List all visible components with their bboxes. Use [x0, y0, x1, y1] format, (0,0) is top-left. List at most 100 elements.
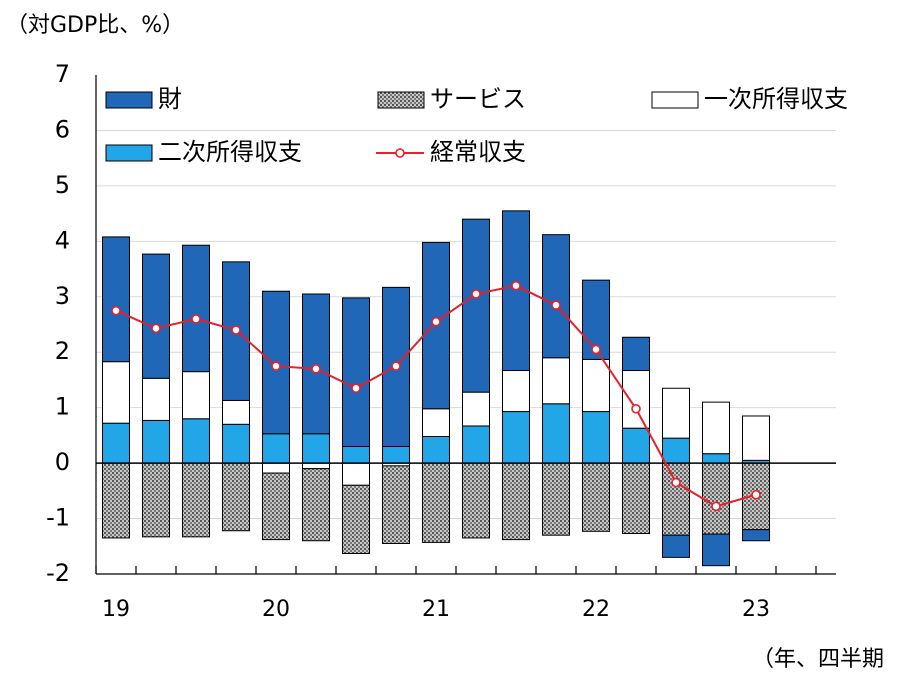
y-tick-label: 1	[55, 393, 70, 421]
bar-segment	[302, 462, 330, 470]
bar-segment	[342, 445, 370, 464]
bar-segment	[142, 377, 170, 421]
bar-segment	[342, 297, 370, 447]
bar-segment	[342, 484, 370, 554]
bar-segment	[102, 462, 130, 539]
x-tick-label: 20	[262, 597, 290, 622]
bar-segment	[462, 391, 490, 427]
x-tick-label: 19	[102, 597, 130, 622]
bar-segment	[582, 358, 610, 413]
line-point	[711, 501, 721, 512]
legend-label: 二次所得収支	[158, 138, 302, 166]
bar-segment	[422, 408, 450, 437]
y-tick-label: 2	[55, 337, 70, 365]
bar-segment	[622, 336, 650, 372]
line-point	[551, 300, 561, 310]
bar-segment	[182, 462, 210, 538]
bar-segment	[742, 529, 770, 542]
bar-segment	[662, 387, 690, 439]
bar-segment	[702, 462, 730, 535]
x-tick-label: 23	[742, 597, 770, 622]
bar-segment	[382, 465, 410, 545]
line-point	[111, 305, 121, 316]
bar-segment	[462, 425, 490, 464]
x-unit-label: （年、四半期	[752, 647, 884, 672]
bar-segment	[702, 401, 730, 455]
legend-label: サービス	[430, 85, 526, 113]
y-tick-label: 5	[55, 171, 70, 199]
bar-segment	[662, 534, 690, 558]
bar-segment	[142, 253, 170, 379]
bar-segment	[742, 415, 770, 461]
legend-swatch	[651, 91, 699, 109]
bar-segment	[502, 462, 530, 541]
legend-label: 財	[158, 85, 182, 113]
bar-segment	[262, 462, 290, 474]
bar-segment	[502, 370, 530, 413]
line-point	[431, 316, 441, 327]
y-tick-label: 7	[55, 60, 70, 88]
bar-segment	[142, 462, 170, 538]
bar-segment	[222, 423, 250, 464]
bar-segment	[102, 236, 130, 363]
bar-segment	[342, 462, 370, 486]
legend-label: 一次所得収支	[704, 85, 848, 113]
legend-label: 経常収支	[430, 138, 526, 166]
bar-segment	[542, 234, 570, 359]
bar-segment	[102, 361, 130, 424]
bar-segment	[462, 462, 490, 539]
x-tick-label: 22	[582, 597, 610, 622]
line-point	[671, 477, 681, 488]
bar-segment	[262, 433, 290, 464]
bar-segment	[142, 419, 170, 464]
line-point	[391, 361, 401, 371]
bar-segment	[102, 422, 130, 464]
bar-segment	[542, 403, 570, 464]
bar-segment	[662, 437, 690, 464]
y-tick-label: -2	[46, 559, 70, 587]
legend-swatch	[377, 91, 425, 109]
x-tick-label: 21	[422, 597, 450, 622]
bar-segment	[182, 418, 210, 464]
bar-segment	[422, 462, 450, 543]
y-tick-label: 4	[55, 226, 70, 254]
legend-swatch	[105, 91, 153, 109]
legend-marker	[395, 148, 405, 158]
bar-segment	[302, 293, 330, 435]
line-point	[591, 344, 601, 355]
bar-segment	[502, 411, 530, 464]
legend-swatch	[105, 144, 153, 162]
bar-segment	[422, 241, 450, 410]
bar-segment	[422, 435, 450, 464]
bar-segment	[182, 244, 210, 373]
y-unit-label: （対GDP比、%）	[6, 13, 184, 38]
bar-segment	[382, 445, 410, 464]
bar-segment	[582, 462, 610, 532]
bar-segment	[542, 357, 570, 405]
line-point	[631, 403, 641, 414]
bar-segment	[222, 462, 250, 532]
y-tick-label: 3	[55, 282, 70, 310]
bar-segment	[582, 411, 610, 464]
bar-segment	[262, 472, 290, 541]
bar-segment	[622, 462, 650, 535]
y-tick-label: 6	[55, 115, 70, 143]
bar-segment	[222, 399, 250, 425]
bar-segment	[622, 427, 650, 464]
line-point	[311, 364, 321, 374]
bar-segment	[702, 453, 730, 464]
line-point	[511, 280, 521, 291]
bar-segment	[302, 468, 330, 542]
bar-segment	[702, 533, 730, 567]
line-point	[351, 383, 361, 394]
bar-segment	[462, 218, 490, 393]
line-point	[271, 361, 281, 371]
bar-segment	[662, 462, 690, 536]
line-point	[471, 289, 481, 299]
line-point	[231, 325, 241, 335]
y-tick-label: -1	[46, 504, 70, 532]
y-tick-label: 0	[55, 448, 70, 476]
bar-segment	[622, 370, 650, 429]
bar-segment	[302, 433, 330, 464]
